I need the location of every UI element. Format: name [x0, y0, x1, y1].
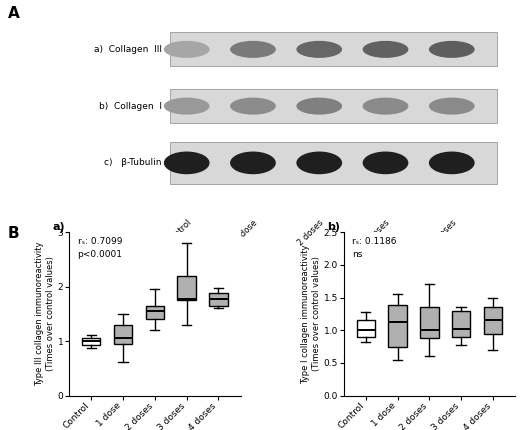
Text: a): a)	[53, 222, 66, 232]
Text: rₛ: 0.1186
ns: rₛ: 0.1186 ns	[352, 237, 397, 258]
Text: Control: Control	[165, 218, 193, 246]
PathPatch shape	[82, 338, 100, 345]
Text: 4 doses: 4 doses	[429, 218, 458, 247]
PathPatch shape	[388, 305, 407, 347]
Y-axis label: Type I collagen immunoreactivity
(Times over control values): Type I collagen immunoreactivity (Times …	[302, 244, 321, 384]
Text: b)  Collagen  I: b) Collagen I	[99, 101, 162, 111]
PathPatch shape	[484, 307, 502, 334]
Ellipse shape	[363, 41, 408, 58]
Ellipse shape	[230, 41, 276, 58]
Ellipse shape	[363, 151, 408, 174]
Ellipse shape	[164, 41, 210, 58]
Ellipse shape	[230, 151, 276, 174]
Y-axis label: Type III collagen immunoreactivity
(Times over control values): Type III collagen immunoreactivity (Time…	[36, 242, 55, 386]
Ellipse shape	[230, 98, 276, 115]
Text: B: B	[8, 226, 20, 241]
Ellipse shape	[296, 151, 342, 174]
Text: a)  Collagen  III: a) Collagen III	[94, 45, 162, 54]
Ellipse shape	[296, 41, 342, 58]
Text: 1 dose: 1 dose	[233, 218, 259, 244]
Ellipse shape	[363, 98, 408, 115]
FancyBboxPatch shape	[170, 89, 498, 123]
Text: b): b)	[327, 222, 340, 232]
PathPatch shape	[356, 320, 375, 337]
Text: A: A	[8, 6, 20, 22]
FancyBboxPatch shape	[170, 142, 498, 184]
PathPatch shape	[177, 276, 196, 300]
Ellipse shape	[429, 98, 475, 115]
FancyBboxPatch shape	[170, 32, 498, 66]
Text: 2 doses: 2 doses	[296, 218, 326, 247]
Ellipse shape	[429, 151, 475, 174]
PathPatch shape	[452, 310, 470, 337]
Text: rₛ: 0.7099
p<0.0001: rₛ: 0.7099 p<0.0001	[78, 237, 123, 258]
PathPatch shape	[209, 293, 228, 306]
PathPatch shape	[420, 307, 439, 338]
PathPatch shape	[114, 325, 132, 344]
PathPatch shape	[145, 306, 164, 319]
Ellipse shape	[296, 98, 342, 115]
Ellipse shape	[429, 41, 475, 58]
Text: c)   β-Tubulin: c) β-Tubulin	[105, 158, 162, 167]
Ellipse shape	[164, 151, 210, 174]
Text: 3 doses: 3 doses	[363, 218, 392, 247]
Ellipse shape	[164, 98, 210, 115]
